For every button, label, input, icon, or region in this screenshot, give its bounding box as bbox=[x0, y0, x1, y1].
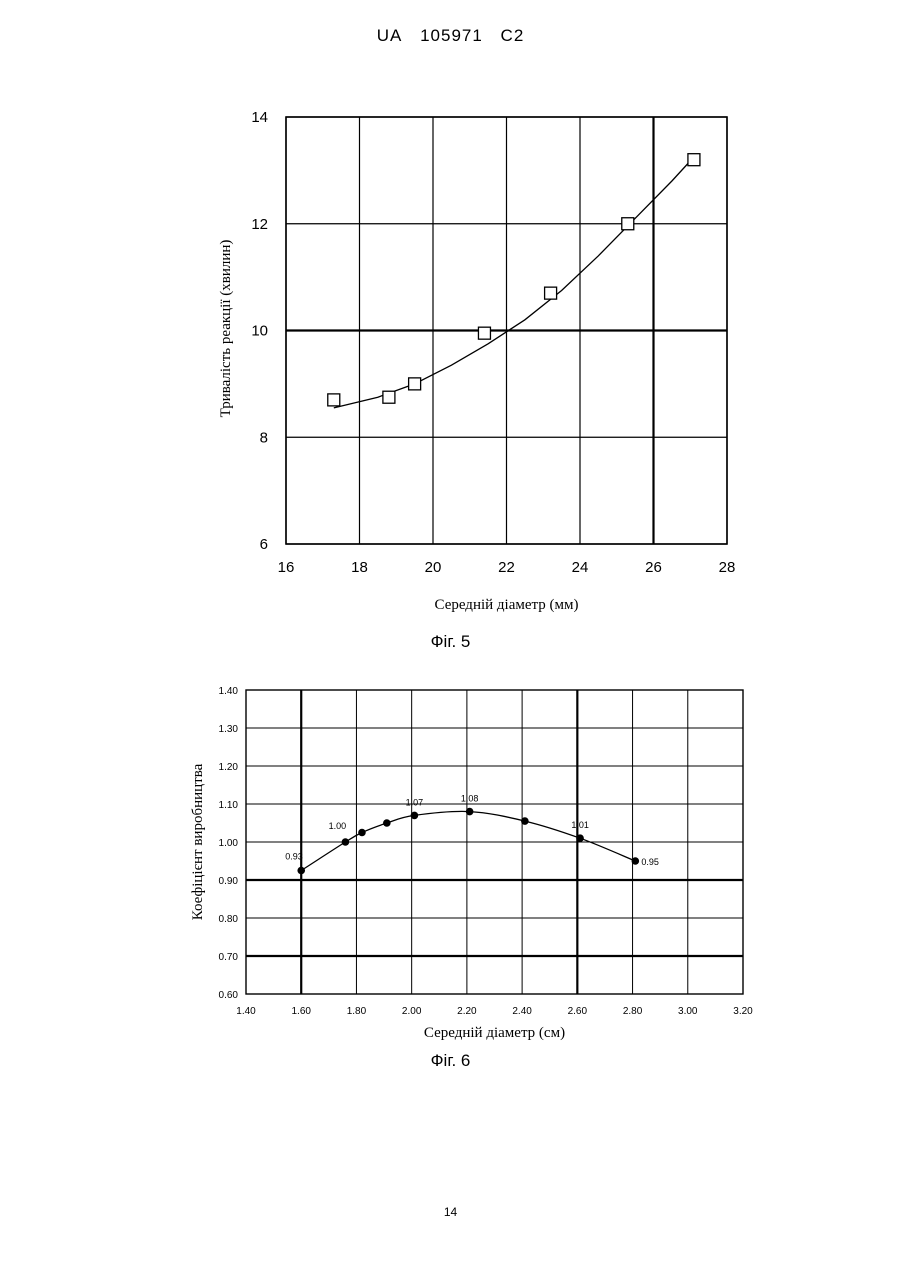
y-tick-label: 1.30 bbox=[219, 724, 239, 735]
x-axis-label: Середній діаметр (мм) bbox=[435, 597, 579, 613]
figure-5-chart: 16 18 20 22 24 26 28 6 8 10 12 14 Середній діаметр (… bbox=[218, 109, 735, 613]
data-point-dot bbox=[358, 829, 366, 837]
y-tick-label: 0.60 bbox=[219, 990, 239, 1001]
y-tick-label: 1.20 bbox=[219, 762, 239, 773]
x-tick-label: 2.40 bbox=[512, 1006, 532, 1017]
data-label: 0.95 bbox=[641, 857, 659, 867]
data-label: 1.08 bbox=[461, 794, 479, 804]
data-point-square bbox=[409, 378, 421, 390]
data-point-dot bbox=[466, 808, 474, 816]
y-tick-label: 1.40 bbox=[219, 686, 239, 697]
x-tick-label: 24 bbox=[572, 559, 589, 576]
data-label: 0.93 bbox=[285, 852, 303, 862]
y-tick-label: 8 bbox=[260, 429, 268, 446]
x-tick-label: 3.00 bbox=[678, 1006, 698, 1017]
data-point-dot bbox=[576, 834, 584, 842]
data-label: 1.07 bbox=[406, 797, 424, 807]
page-number: 14 bbox=[0, 1205, 901, 1219]
y-axis-label: Тривалість реакції (хвилин) bbox=[218, 240, 234, 418]
x-tick-label: 16 bbox=[278, 559, 295, 576]
y-tick-label: 14 bbox=[251, 109, 268, 126]
data-label: 1.01 bbox=[571, 820, 589, 830]
y-axis-label: Коефіцієнт виробництва bbox=[190, 763, 206, 920]
x-tick-label: 2.60 bbox=[568, 1006, 588, 1017]
y-tick-label: 0.70 bbox=[219, 952, 239, 963]
x-tick-label: 2.80 bbox=[623, 1006, 643, 1017]
x-tick-label: 18 bbox=[351, 559, 368, 576]
data-point-dot bbox=[521, 817, 529, 825]
x-tick-label: 3.20 bbox=[733, 1006, 753, 1017]
x-tick-label: 2.00 bbox=[402, 1006, 422, 1017]
y-tick-label: 0.80 bbox=[219, 914, 239, 925]
x-tick-label: 1.40 bbox=[236, 1006, 256, 1017]
data-point-square bbox=[688, 154, 700, 166]
x-tick-label: 1.80 bbox=[347, 1006, 367, 1017]
data-point-square bbox=[545, 287, 557, 299]
x-tick-label: 20 bbox=[425, 559, 442, 576]
data-point-dot bbox=[632, 857, 640, 865]
x-tick-label: 28 bbox=[719, 559, 736, 576]
y-tick-label: 6 bbox=[260, 536, 268, 553]
x-axis-label: Середній діаметр (см) bbox=[424, 1025, 565, 1041]
x-tick-label: 1.60 bbox=[291, 1006, 311, 1017]
figure-6-caption: Фіг. 6 bbox=[0, 1051, 901, 1071]
y-tick-label: 12 bbox=[251, 216, 268, 233]
data-point-square bbox=[383, 391, 395, 403]
data-point-dot bbox=[342, 838, 350, 846]
data-label: 1.00 bbox=[329, 821, 347, 831]
fit-curve bbox=[334, 157, 694, 408]
y-tick-label: 1.00 bbox=[219, 838, 239, 849]
figure-6-chart: 1.40 1.60 1.80 2.00 2.20 2.40 2.60 2.80 3.00 3.20… bbox=[190, 686, 753, 1041]
data-point-dot bbox=[383, 819, 391, 827]
x-tick-label: 26 bbox=[645, 559, 662, 576]
x-tick-label: 22 bbox=[498, 559, 515, 576]
data-point-dot bbox=[297, 867, 305, 875]
data-point-square bbox=[622, 218, 634, 230]
data-point-dot bbox=[411, 812, 419, 820]
y-tick-label: 10 bbox=[251, 323, 268, 340]
data-point-square bbox=[478, 327, 490, 339]
x-tick-label: 2.20 bbox=[457, 1006, 477, 1017]
data-point-square bbox=[328, 394, 340, 406]
figure-5-caption: Фіг. 5 bbox=[0, 632, 901, 652]
y-tick-label: 1.10 bbox=[219, 800, 239, 811]
y-tick-label: 0.90 bbox=[219, 876, 239, 887]
